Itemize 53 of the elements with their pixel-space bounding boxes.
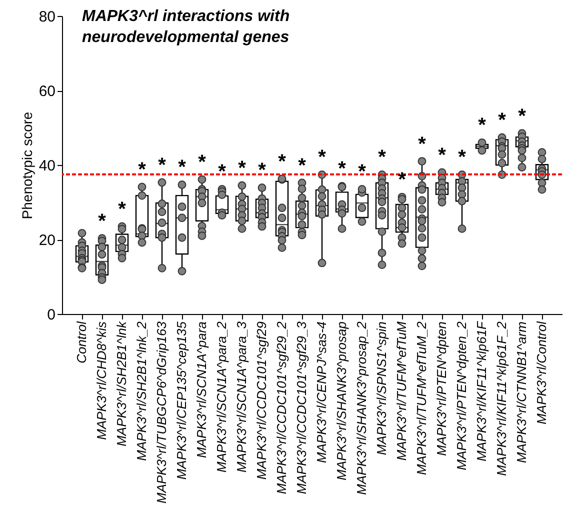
annotation: * [438, 144, 446, 166]
x-tick-label: MAPK3^rl/SCN1A^para_2 [214, 320, 229, 472]
x-tick-label: MAPK3^rl/TUBGCP6^dGrip163 [154, 320, 169, 504]
x-tick-label: MAPK3^rl/SHANK3^prosap_2 [354, 320, 369, 495]
annotation: * [498, 109, 506, 132]
annotation: * [338, 158, 346, 180]
annotation: * [378, 146, 386, 169]
x-tick-label: MAPK3^rl/CENPJ^sas-4 [314, 322, 329, 464]
annotation: * [178, 156, 186, 179]
x-tick-label: MAPK3^rl/PTEN^dpten [434, 322, 449, 456]
chart-title: MAPK3^rl interactions with neurodevelopmental genes [82, 8, 290, 46]
x-tick-label: MAPK3^rl/CTNNB1^arm [514, 321, 529, 463]
annotation: * [518, 105, 526, 128]
x-tick-label: MAPK3^rl/Control [534, 320, 549, 424]
x-tick-label: MAPK3^rl/TUFM^efTuM [394, 321, 409, 461]
y-tick-label: 60 [38, 83, 56, 100]
y-tick-label: 80 [38, 8, 56, 26]
x-tick-label: MAPK3^rl/SPNS1^spin [374, 322, 389, 456]
y-tick-label: 0 [47, 306, 56, 324]
x-tick-label: MAPK3^rl/SH2B1^lnk [114, 320, 129, 446]
annotation: * [318, 146, 326, 169]
annotation: * [138, 158, 146, 181]
annotation: * [238, 157, 246, 180]
x-tick-label: MAPK3^rl/KIF11^klp61F [474, 320, 489, 462]
y-axis-title: Phenotypic score [18, 112, 35, 220]
annotation: * [158, 154, 166, 177]
y-tick-label: 20 [38, 232, 56, 249]
annotation: * [458, 146, 466, 169]
x-tick-label: MAPK3^rl/SH2B1^lnk_2 [134, 320, 149, 461]
annotation: * [418, 133, 426, 156]
x-tick-label: MAPK3^rl/SCN1A^para [194, 322, 209, 458]
annotation: * [198, 152, 206, 174]
x-tick-label: MAPK3^rl/CEP135^cep135 [174, 320, 189, 480]
annotation: * [298, 154, 306, 177]
annotation: * [98, 210, 106, 232]
x-tick-label: MAPK3^rl/TUFM^efTuM_2 [414, 320, 429, 476]
x-tick-label: MAPK3^rl/SCN1A^para_3 [234, 320, 249, 472]
y-tick-label: 40 [38, 158, 56, 174]
annotation: * [118, 198, 126, 220]
x-tick-label: Control [74, 320, 89, 364]
annotation: * [218, 161, 226, 184]
annotation: * [398, 169, 406, 192]
annotation: * [478, 114, 486, 137]
x-tick-label: MAPK3^rl/CCDC101^sgf29_2 [274, 320, 289, 494]
annotation: * [278, 150, 286, 173]
annotation: * [258, 160, 266, 182]
x-tick-label: MAPK3^rl/KIF11^klp61F_2 [494, 320, 509, 476]
x-tick-label: MAPK3^rl/CCDC101^sgf29 [254, 322, 269, 480]
x-tick-label: MAPK3^rl/CHD8^kis [94, 321, 109, 440]
x-tick-label: MAPK3^rl/PTEN^dpten_2 [454, 320, 469, 470]
x-tick-label: MAPK3^rl/SHANK3^prosap [334, 322, 349, 480]
annotation: * [358, 161, 366, 184]
x-tick-label: MAPK3^rl/CCDC101^sgf29_3 [294, 320, 309, 494]
